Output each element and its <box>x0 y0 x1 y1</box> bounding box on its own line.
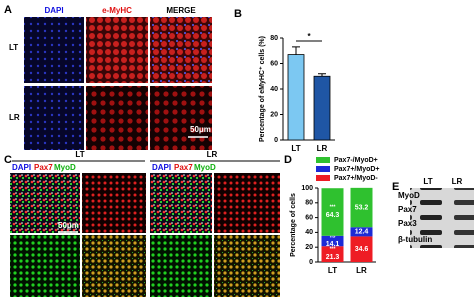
y-tick-label: 80 <box>270 35 278 42</box>
legend-swatch <box>316 157 330 163</box>
y-tick-label: 40 <box>305 229 313 236</box>
group-label: LT <box>75 150 84 159</box>
bar-segment <box>321 246 344 262</box>
bar <box>313 75 331 141</box>
band-label: Pax3 <box>398 219 417 228</box>
x-tick-label: LR <box>317 144 328 153</box>
value-label: 21.3 <box>326 254 340 261</box>
bar-segment <box>321 235 344 247</box>
stain-label: Pax7 <box>34 163 53 172</box>
panel-label: E <box>392 181 399 193</box>
stain-label: Pax7 <box>174 163 193 172</box>
scale-label: 50μm <box>58 221 79 230</box>
bar-segment <box>321 188 344 236</box>
stain-label: DAPI <box>152 163 171 172</box>
band-label: MyoD <box>398 191 420 200</box>
x-tick-label: LT <box>328 266 337 275</box>
panel-label: B <box>234 8 242 20</box>
annotation: *** <box>330 246 336 252</box>
band-label: Pax7 <box>398 205 417 214</box>
lane-label: LR <box>452 177 463 186</box>
bar-segment <box>350 187 373 228</box>
bar <box>287 54 305 141</box>
legend-label: Pax7+/MyoD- <box>334 175 378 182</box>
stain-label: DAPI <box>12 163 31 172</box>
annotation: ns <box>330 233 336 239</box>
y-axis-label: Percentage of eMyHC⁺ cells (%) <box>259 36 266 142</box>
panel-label: C <box>4 154 12 166</box>
legend-swatch <box>316 166 330 172</box>
group-label: LR <box>207 150 218 159</box>
value-label: 14.1 <box>326 241 340 248</box>
y-tick-label: 20 <box>305 244 313 251</box>
bar-segment <box>350 236 373 262</box>
legend-swatch <box>316 175 330 181</box>
y-tick-label: 0 <box>309 259 313 266</box>
x-tick-label: LT <box>291 144 300 153</box>
y-axis-label: Percentage of cells <box>290 193 297 257</box>
column-label: e-MyHC <box>102 6 132 15</box>
y-tick-label: 60 <box>270 60 278 67</box>
row-label: LR <box>9 113 20 122</box>
panel-label: D <box>284 154 292 166</box>
bar-segment <box>350 227 373 237</box>
panel-label: A <box>4 4 12 16</box>
panel-a-images <box>24 17 212 150</box>
y-tick-label: 100 <box>301 185 313 192</box>
legend-label: Pax7+/MyoD+ <box>334 166 380 173</box>
value-label: 34.6 <box>355 246 369 253</box>
panel-c-images <box>10 160 280 297</box>
band-label: β-tubulin <box>398 235 432 244</box>
value-label: 64.3 <box>326 212 340 219</box>
y-tick-label: 0 <box>274 137 278 144</box>
legend-label: Pax7-/MyoD+ <box>334 157 378 164</box>
x-tick-label: LR <box>356 266 367 275</box>
annotation: *** <box>330 204 336 210</box>
y-tick-label: 80 <box>305 200 313 207</box>
value-label: 12.4 <box>355 229 369 236</box>
scale-label: 50μm <box>190 125 211 134</box>
lane-label: LT <box>423 177 432 186</box>
y-tick-label: 20 <box>270 111 278 118</box>
y-tick-label: 60 <box>305 214 313 221</box>
y-tick-label: 40 <box>270 86 278 93</box>
value-label: 53.2 <box>355 204 369 211</box>
stain-label: MyoD <box>54 163 76 172</box>
error-bar <box>292 46 300 55</box>
row-label: LT <box>9 43 18 52</box>
column-label: DAPI <box>44 6 63 15</box>
stain-label: MyoD <box>194 163 216 172</box>
western-blot <box>410 188 474 248</box>
significance-label: * <box>307 32 311 41</box>
column-label: MERGE <box>166 6 196 15</box>
error-bar <box>318 73 326 77</box>
